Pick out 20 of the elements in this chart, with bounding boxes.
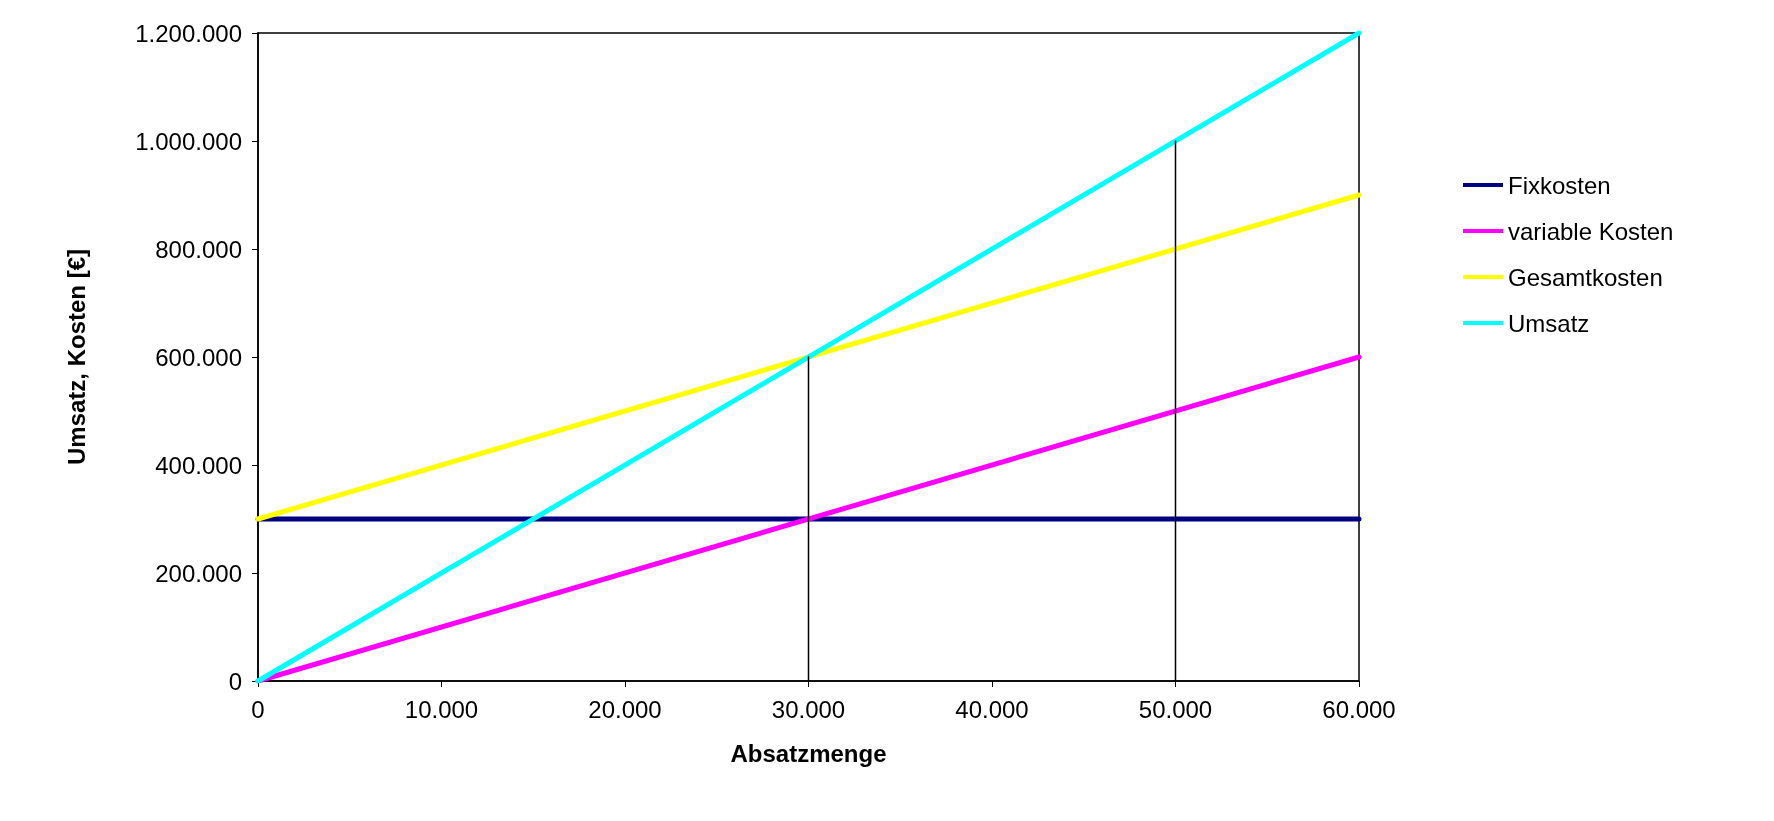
y-tick-label: 200.000 bbox=[155, 559, 242, 587]
legend-label: Gesamtkosten bbox=[1508, 263, 1663, 291]
y-tick-label: 0 bbox=[228, 667, 242, 695]
x-tick-label: 40.000 bbox=[955, 695, 1029, 723]
x-axis-title: Absatzmenge bbox=[730, 739, 887, 767]
y-tick-label: 600.000 bbox=[155, 343, 242, 371]
y-tick-label: 1.200.000 bbox=[135, 19, 242, 47]
y-tick-label: 1.000.000 bbox=[135, 127, 242, 155]
y-axis-title: Umsatz, Kosten [€] bbox=[62, 248, 90, 466]
x-tick-label: 60.000 bbox=[1322, 695, 1396, 723]
x-tick-label: 20.000 bbox=[588, 695, 662, 723]
x-tick-label: 50.000 bbox=[1138, 695, 1213, 723]
y-tick-label: 400.000 bbox=[155, 451, 242, 479]
x-tick-label: 10.000 bbox=[404, 695, 479, 723]
legend-label: Fixkosten bbox=[1508, 171, 1611, 199]
y-tick-label: 800.000 bbox=[155, 235, 242, 263]
legend-label: variable Kosten bbox=[1508, 217, 1674, 245]
x-tick-label: 0 bbox=[251, 695, 265, 723]
x-tick-label: 30.000 bbox=[771, 695, 846, 723]
legend-label: Umsatz bbox=[1508, 309, 1590, 337]
